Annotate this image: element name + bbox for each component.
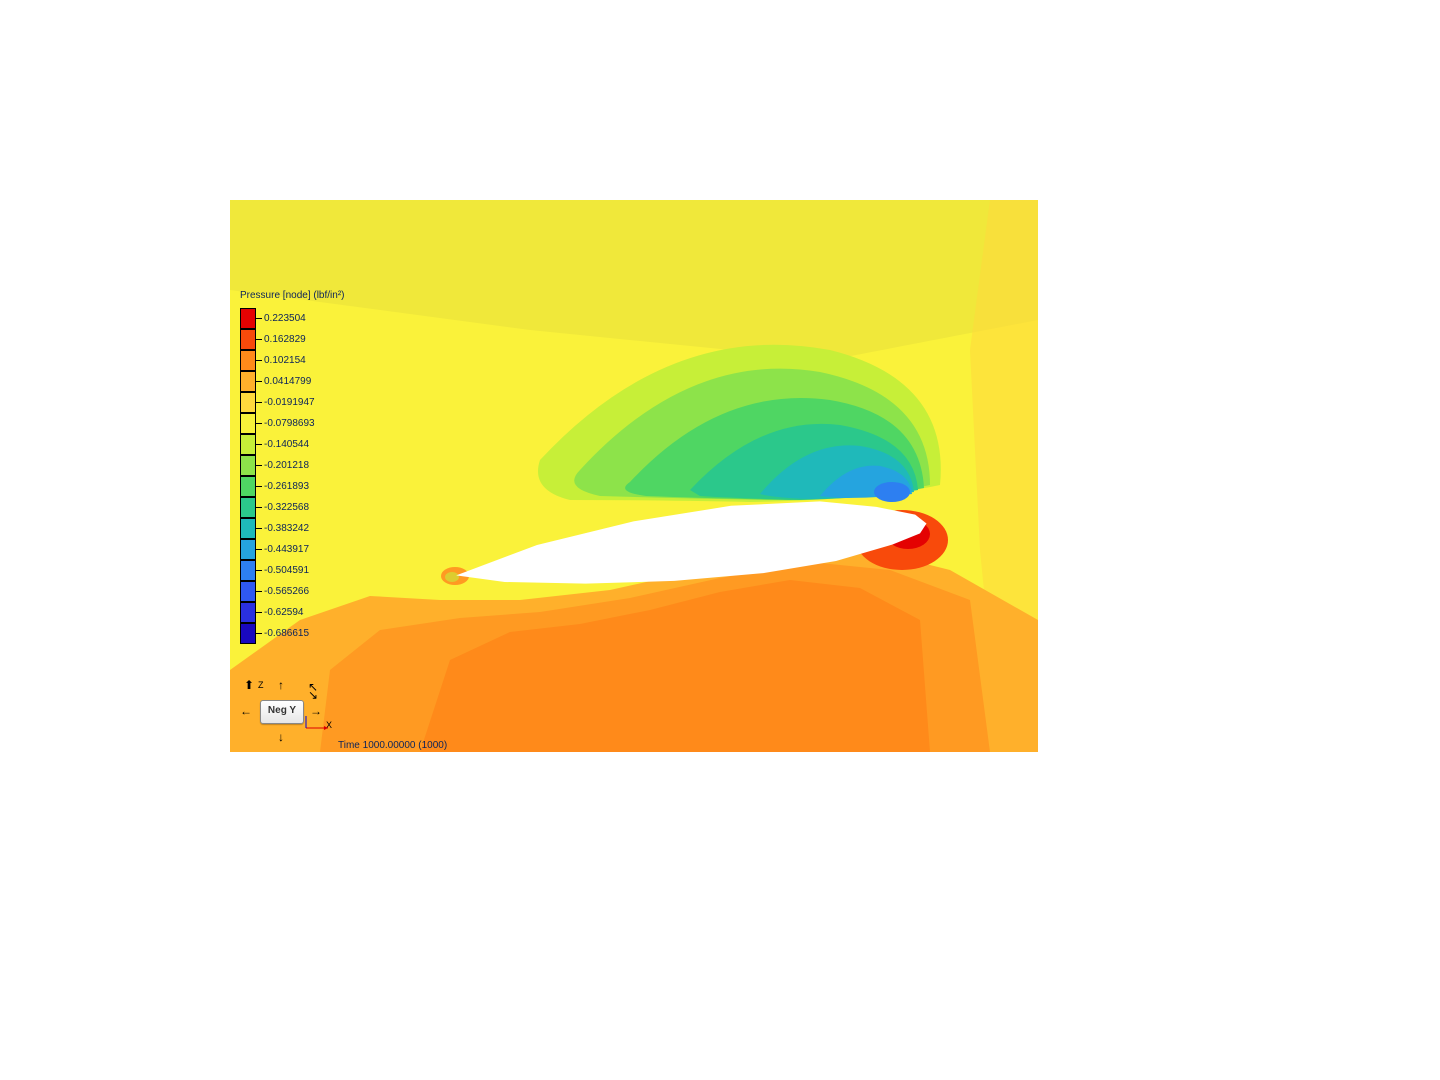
- legend-swatch: [240, 455, 256, 476]
- legend-value: -0.261893: [264, 481, 309, 492]
- legend-row: 0.162829: [240, 329, 360, 350]
- legend-swatch: [240, 497, 256, 518]
- legend-swatch: [240, 539, 256, 560]
- time-label: Time 1000.00000 (1000): [338, 740, 447, 751]
- legend-row: -0.565266: [240, 581, 360, 602]
- legend-row: -0.201218: [240, 455, 360, 476]
- legend-value: -0.504591: [264, 565, 309, 576]
- arrow-up-left-icon[interactable]: ⬆: [244, 678, 254, 692]
- legend-row: -0.140544: [240, 434, 360, 455]
- legend-swatch: [240, 329, 256, 350]
- legend-swatch: [240, 308, 256, 329]
- legend-row: -0.0798693: [240, 413, 360, 434]
- legend-row: -0.504591: [240, 560, 360, 581]
- legend-value: 0.102154: [264, 355, 306, 366]
- legend-swatch: [240, 413, 256, 434]
- view-neg-y-button[interactable]: Neg Y: [260, 700, 304, 724]
- legend-value: -0.565266: [264, 586, 309, 597]
- legend-value: -0.686615: [264, 628, 309, 639]
- legend-swatch: [240, 623, 256, 644]
- legend-swatch: [240, 476, 256, 497]
- legend-swatch: [240, 602, 256, 623]
- legend-swatch: [240, 560, 256, 581]
- legend-value: -0.383242: [264, 523, 309, 534]
- legend-row: -0.686615: [240, 623, 360, 644]
- arrow-down-icon[interactable]: ↓: [278, 730, 284, 744]
- legend-row: -0.443917: [240, 539, 360, 560]
- legend-row: -0.62594: [240, 602, 360, 623]
- legend-value: -0.0798693: [264, 418, 315, 429]
- legend-swatch: [240, 581, 256, 602]
- legend-value: -0.322568: [264, 502, 309, 513]
- legend-swatch: [240, 371, 256, 392]
- legend-value: -0.62594: [264, 607, 303, 618]
- axis-icon: [304, 716, 332, 732]
- legend-title: Pressure [node] (lbf/in²): [240, 290, 345, 301]
- legend-row: 0.223504: [240, 308, 360, 329]
- legend-value: -0.0191947: [264, 397, 315, 408]
- legend-row: 0.0414799: [240, 371, 360, 392]
- arrow-down-right-icon[interactable]: ↘: [308, 688, 318, 702]
- legend-row: -0.261893: [240, 476, 360, 497]
- legend-swatch: [240, 392, 256, 413]
- legend-swatch: [240, 434, 256, 455]
- arrow-up-icon[interactable]: ↑: [278, 678, 284, 692]
- legend-value: 0.162829: [264, 334, 306, 345]
- legend-row: 0.102154: [240, 350, 360, 371]
- legend-row: -0.0191947: [240, 392, 360, 413]
- legend-value: 0.0414799: [264, 376, 311, 387]
- axis-z-label: Z: [258, 680, 264, 690]
- legend-value: 0.223504: [264, 313, 306, 324]
- legend-swatch: [240, 350, 256, 371]
- view-orientation-widget: Neg Y Z X ⬆ ↑ ↖ ← → ↓ ↘: [238, 680, 338, 750]
- arrow-left-icon[interactable]: ←: [240, 704, 252, 718]
- legend-value: -0.140544: [264, 439, 309, 450]
- legend-row: -0.383242: [240, 518, 360, 539]
- pressure-legend: 0.223504 0.162829 0.102154 0.0414799 -0.0191…: [240, 308, 360, 644]
- legend-value: -0.201218: [264, 460, 309, 471]
- legend-swatch: [240, 518, 256, 539]
- legend-row: -0.322568: [240, 497, 360, 518]
- legend-value: -0.443917: [264, 544, 309, 555]
